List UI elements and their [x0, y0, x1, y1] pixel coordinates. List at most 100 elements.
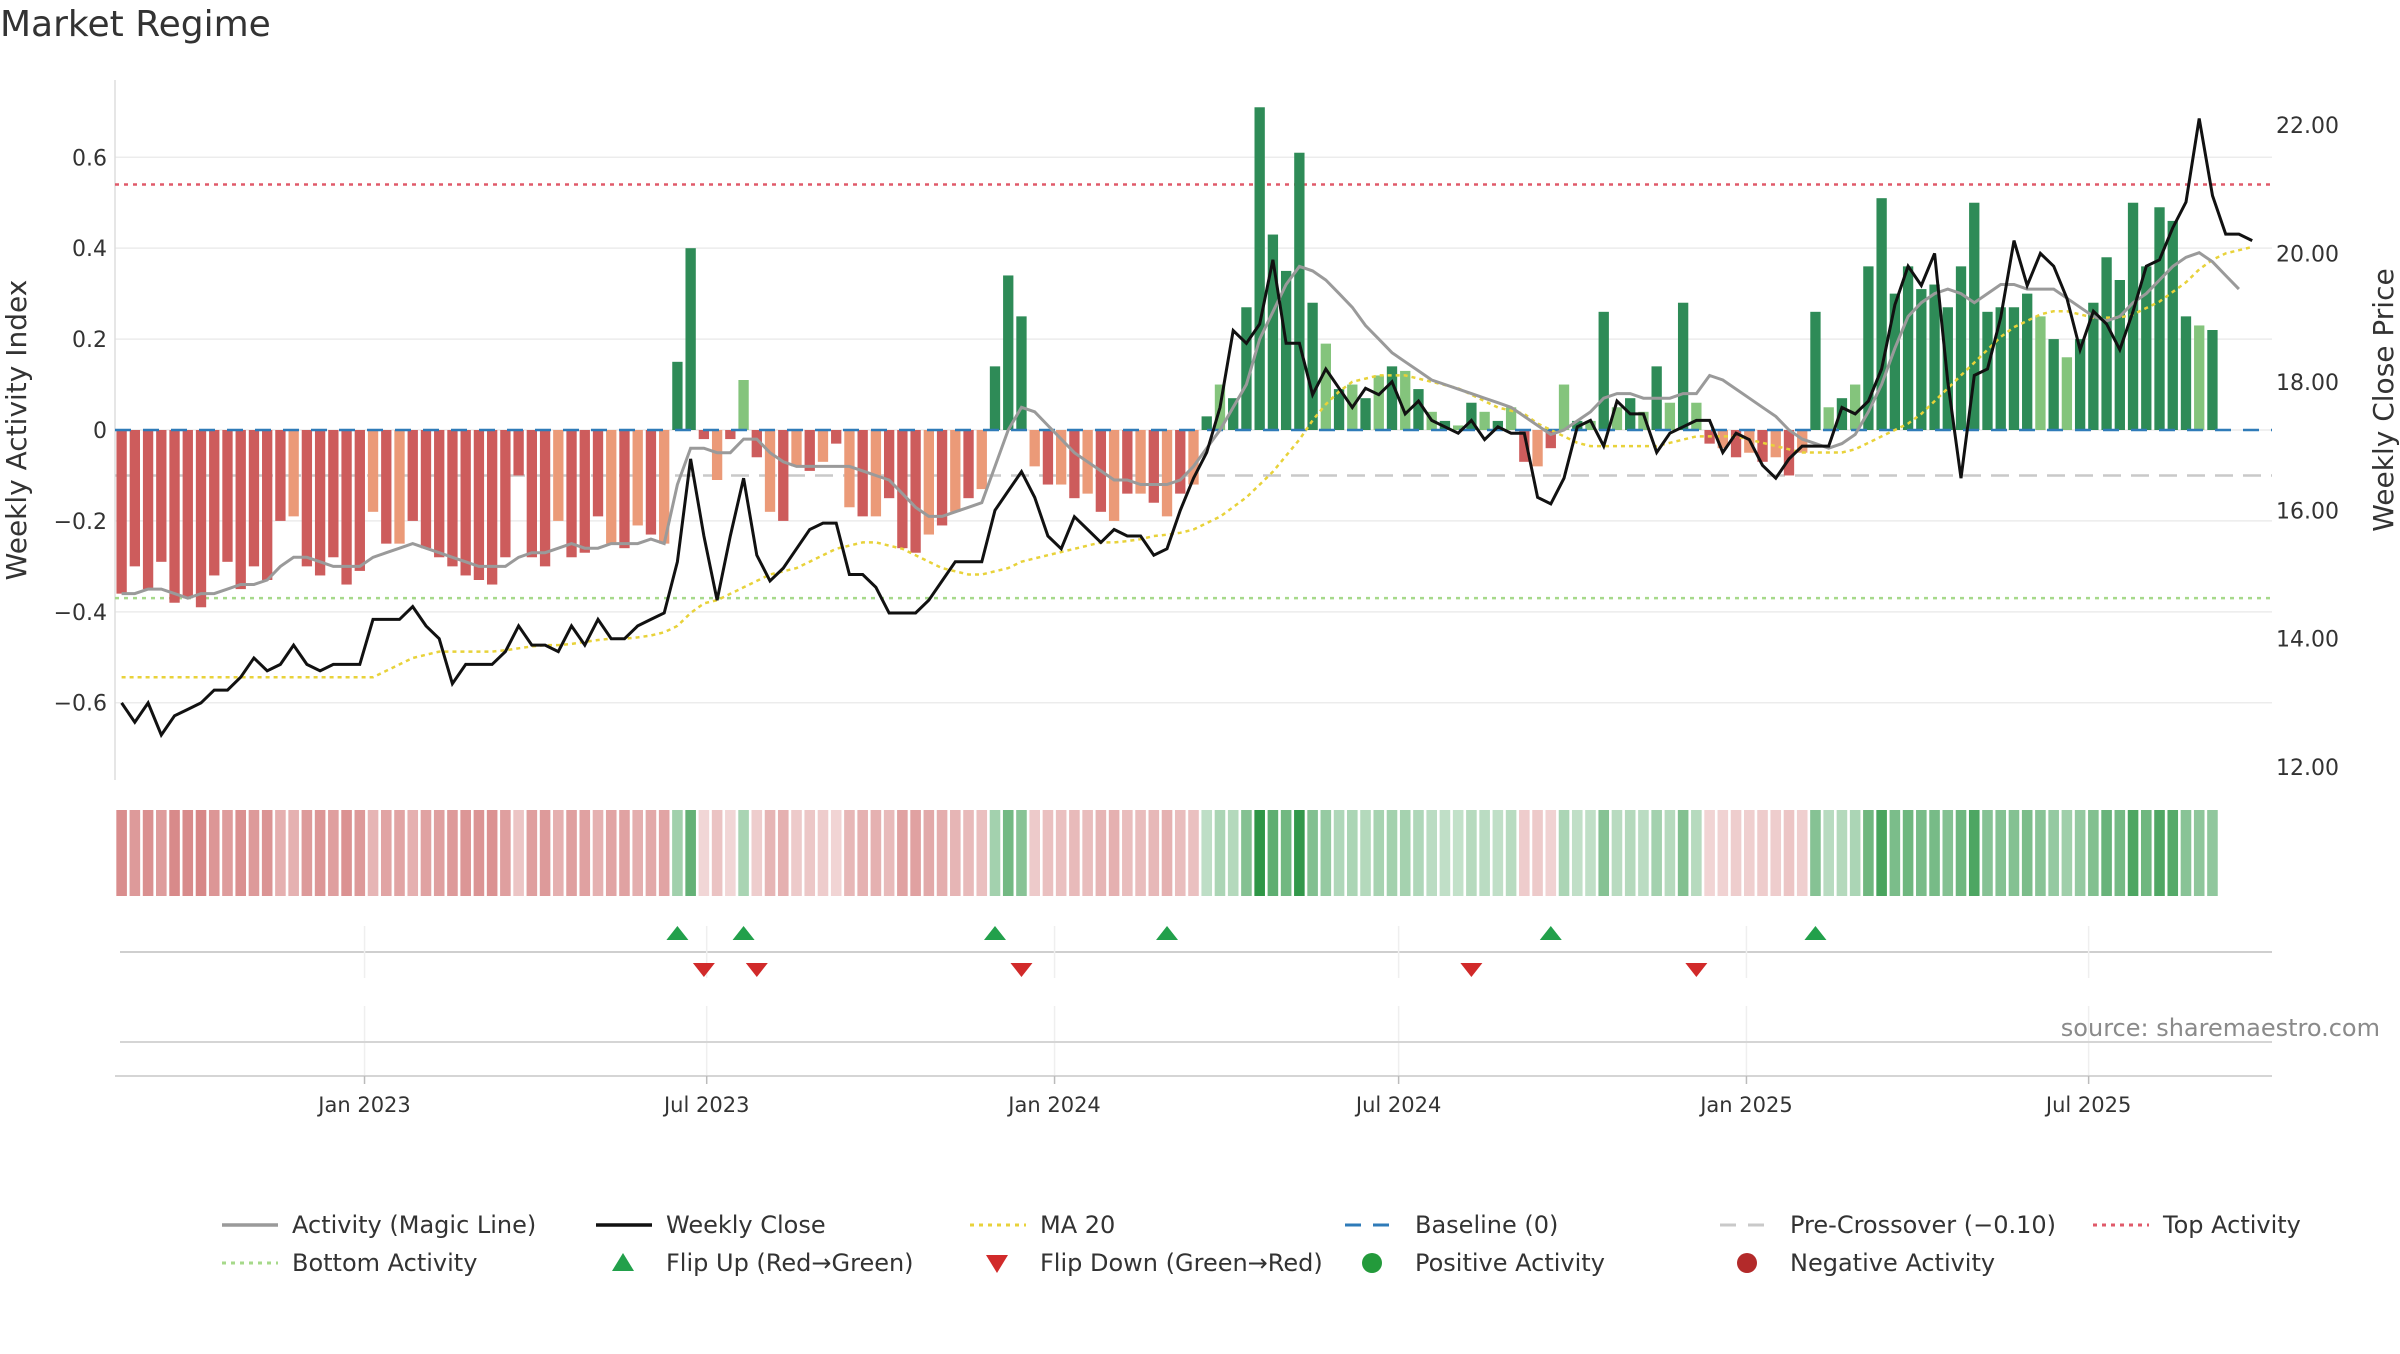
activity-bar	[1849, 384, 1861, 430]
y-left-tick-label: 0.4	[72, 237, 107, 262]
flip-down-marker	[745, 963, 768, 977]
activity-bar	[407, 430, 418, 521]
activity-bar	[1863, 266, 1874, 430]
legend-swatch-triangle-up	[612, 1253, 634, 1271]
regime-strip-cell	[208, 810, 220, 896]
legend-label: Activity (Magic Line)	[292, 1211, 536, 1239]
regime-strip-cell	[1347, 810, 1358, 896]
activity-bar	[579, 430, 590, 553]
flip-up-marker	[1156, 926, 1179, 940]
flip-down-marker	[1685, 963, 1708, 977]
activity-bar	[1413, 389, 1424, 430]
regime-strip-cell	[288, 810, 299, 896]
activity-bar	[2008, 307, 2020, 430]
regime-strip-cell	[169, 810, 180, 896]
regime-strip-cell	[473, 810, 485, 896]
regime-strip-cell	[1770, 810, 1782, 896]
activity-bar	[1783, 430, 1795, 476]
regime-strip-cell	[1916, 810, 1927, 896]
regime-strip-cell	[751, 810, 763, 896]
activity-bar	[659, 430, 670, 544]
activity-bar	[553, 430, 564, 521]
activity-bar	[831, 430, 842, 444]
regime-strip-cell	[764, 810, 776, 896]
x-tick-label: Jul 2023	[662, 1093, 749, 1117]
activity-bar	[2207, 330, 2218, 430]
activity-bar	[1505, 407, 1517, 430]
legend-label: Bottom Activity	[292, 1249, 477, 1277]
activity-bar	[1955, 266, 1967, 430]
activity-bar	[460, 430, 471, 576]
regime-strip-cell	[1968, 810, 1980, 896]
regime-strip-cell	[2021, 810, 2033, 896]
regime-strip-cell	[1069, 810, 1080, 896]
activity-bar	[738, 380, 749, 430]
activity-bar	[1611, 407, 1623, 430]
activity-bar	[1585, 420, 1596, 430]
activity-bar	[1466, 402, 1477, 430]
regime-strip-cell	[844, 810, 855, 896]
regime-strip-cell	[950, 810, 961, 896]
regime-strip-cell	[1929, 810, 1940, 896]
activity-bar	[764, 430, 776, 512]
x-tick-label: Jul 2024	[1354, 1093, 1441, 1117]
regime-strip-cell	[1280, 810, 1292, 896]
legend-item: Weekly Close	[596, 1211, 826, 1239]
regime-strip-cell	[1796, 810, 1808, 896]
regime-strip-cell	[394, 810, 405, 896]
activity-bar	[2154, 207, 2165, 430]
regime-strip-cell	[182, 810, 194, 896]
flip-up-marker	[1804, 926, 1827, 940]
activity-bar	[711, 430, 723, 480]
activity-bar	[857, 430, 868, 517]
regime-strip-cell	[1902, 810, 1914, 896]
regime-strip-cell	[1161, 810, 1173, 896]
regime-strip-cell	[2035, 810, 2046, 896]
activity-bar	[592, 430, 604, 517]
activity-bar	[156, 430, 167, 562]
activity-bar	[1201, 416, 1212, 430]
regime-strip-cell	[513, 810, 524, 896]
y-right-tick-label: 18.00	[2276, 371, 2339, 396]
y-left-tick-label: −0.4	[54, 601, 107, 626]
ma20-line	[121, 245, 2253, 679]
regime-strip-cell	[1664, 810, 1676, 896]
activity-bar	[645, 430, 657, 535]
regime-strip-cell	[1042, 810, 1054, 896]
activity-bar	[513, 430, 524, 476]
legend-swatch-dot	[1737, 1253, 1757, 1273]
activity-bar	[235, 430, 246, 590]
activity-bar	[248, 430, 260, 567]
activity-bar	[2167, 220, 2178, 430]
regime-strip-cell	[777, 810, 789, 896]
activity-bar	[275, 430, 286, 521]
regime-strip-cell	[1717, 810, 1729, 896]
activity-bar	[182, 430, 193, 599]
regime-strip-cell	[486, 810, 498, 896]
regime-strip-cell	[2167, 810, 2179, 896]
activity-bar	[817, 430, 829, 462]
regime-strip-cell	[328, 810, 339, 896]
flip-panel	[120, 926, 2272, 1076]
activity-bar	[2180, 316, 2192, 430]
legend-label: Positive Activity	[1415, 1249, 1605, 1277]
x-tick-label: Jan 2024	[1006, 1093, 1101, 1117]
activity-bar	[1902, 266, 1914, 430]
regime-strip-cell	[1267, 810, 1279, 896]
regime-strip-cell	[566, 810, 577, 896]
regime-strip-cell	[500, 810, 511, 896]
regime-strip-cell	[1254, 810, 1265, 896]
regime-strip-cell	[1571, 810, 1583, 896]
activity-bar	[804, 430, 815, 471]
activity-bar	[420, 430, 432, 549]
regime-strip-cell	[1399, 810, 1411, 896]
y-right-ticks: 12.00 14.00 16.00 18.00 20.00 22.00	[2276, 114, 2339, 781]
activity-bar	[447, 430, 458, 567]
regime-strip-cell	[380, 810, 392, 896]
activity-bar	[976, 430, 987, 490]
regime-strip-cell	[539, 810, 551, 896]
activity-bar	[897, 430, 908, 549]
legend-item: Flip Down (Green→Red)	[986, 1249, 1323, 1277]
activity-bar	[1042, 430, 1054, 485]
